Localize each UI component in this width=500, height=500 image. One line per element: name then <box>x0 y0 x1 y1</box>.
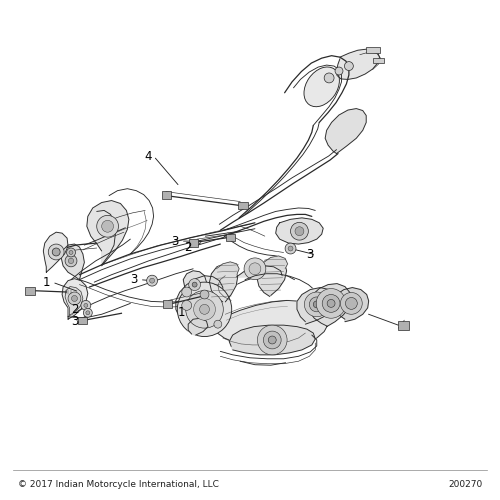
Circle shape <box>72 296 78 302</box>
Circle shape <box>200 290 209 299</box>
Circle shape <box>316 288 346 318</box>
Polygon shape <box>229 325 316 355</box>
Circle shape <box>182 287 192 297</box>
Text: 200270: 200270 <box>448 480 482 490</box>
Circle shape <box>310 297 324 312</box>
Circle shape <box>84 304 88 308</box>
Text: 1: 1 <box>42 276 50 288</box>
FancyBboxPatch shape <box>398 321 409 330</box>
Circle shape <box>268 336 276 344</box>
Circle shape <box>81 300 91 310</box>
Circle shape <box>327 300 335 308</box>
Text: 2: 2 <box>184 241 192 254</box>
Polygon shape <box>336 50 380 80</box>
Circle shape <box>68 292 81 305</box>
Polygon shape <box>44 232 68 272</box>
Circle shape <box>186 290 224 328</box>
Circle shape <box>66 248 76 257</box>
Polygon shape <box>332 288 368 322</box>
Polygon shape <box>176 276 223 329</box>
Polygon shape <box>308 284 352 327</box>
Polygon shape <box>210 300 328 348</box>
Circle shape <box>324 73 334 83</box>
Circle shape <box>150 278 154 283</box>
Polygon shape <box>62 278 88 319</box>
Circle shape <box>188 278 200 290</box>
Circle shape <box>304 292 329 317</box>
Circle shape <box>146 275 158 286</box>
Circle shape <box>69 250 73 254</box>
FancyBboxPatch shape <box>164 300 172 308</box>
FancyBboxPatch shape <box>238 202 248 209</box>
Text: © 2017 Indian Motorcycle International, LLC: © 2017 Indian Motorcycle International, … <box>18 480 218 490</box>
FancyBboxPatch shape <box>189 238 198 246</box>
Circle shape <box>65 255 77 267</box>
Polygon shape <box>183 271 206 300</box>
Circle shape <box>335 67 343 75</box>
Circle shape <box>264 331 281 349</box>
Ellipse shape <box>304 67 340 106</box>
Polygon shape <box>325 108 366 154</box>
Polygon shape <box>236 266 282 277</box>
Polygon shape <box>65 286 83 316</box>
Circle shape <box>322 294 340 312</box>
Text: 3: 3 <box>171 234 178 248</box>
FancyBboxPatch shape <box>25 287 35 294</box>
Circle shape <box>84 308 92 317</box>
Circle shape <box>102 220 114 232</box>
Circle shape <box>194 298 216 320</box>
Circle shape <box>192 282 197 287</box>
Circle shape <box>214 320 222 328</box>
Circle shape <box>86 311 90 315</box>
Circle shape <box>178 282 232 337</box>
Polygon shape <box>61 244 84 280</box>
Polygon shape <box>257 258 286 296</box>
Text: 3: 3 <box>71 315 78 328</box>
Circle shape <box>200 304 209 314</box>
Text: 3: 3 <box>306 248 314 262</box>
Text: 2: 2 <box>70 303 78 316</box>
Polygon shape <box>297 288 337 324</box>
Circle shape <box>314 301 320 308</box>
Circle shape <box>244 258 266 280</box>
Circle shape <box>182 300 192 310</box>
Circle shape <box>52 248 60 256</box>
Circle shape <box>295 227 304 235</box>
Circle shape <box>258 325 287 355</box>
Circle shape <box>288 246 293 251</box>
Polygon shape <box>188 318 208 335</box>
Circle shape <box>344 62 354 70</box>
Circle shape <box>290 222 308 240</box>
FancyBboxPatch shape <box>372 58 384 63</box>
Circle shape <box>249 263 261 274</box>
Text: 4: 4 <box>144 150 152 162</box>
Circle shape <box>285 243 296 254</box>
Polygon shape <box>210 264 238 302</box>
Text: 3: 3 <box>130 273 138 286</box>
Circle shape <box>96 216 118 237</box>
FancyBboxPatch shape <box>78 317 87 324</box>
Circle shape <box>346 298 358 310</box>
FancyBboxPatch shape <box>162 190 171 198</box>
Polygon shape <box>216 262 239 274</box>
Circle shape <box>340 292 362 314</box>
Polygon shape <box>87 200 129 266</box>
FancyBboxPatch shape <box>226 234 235 241</box>
FancyBboxPatch shape <box>366 48 380 53</box>
Text: 1: 1 <box>178 306 186 319</box>
Polygon shape <box>264 256 287 269</box>
Polygon shape <box>276 218 323 244</box>
Circle shape <box>68 258 73 264</box>
Circle shape <box>48 244 64 260</box>
